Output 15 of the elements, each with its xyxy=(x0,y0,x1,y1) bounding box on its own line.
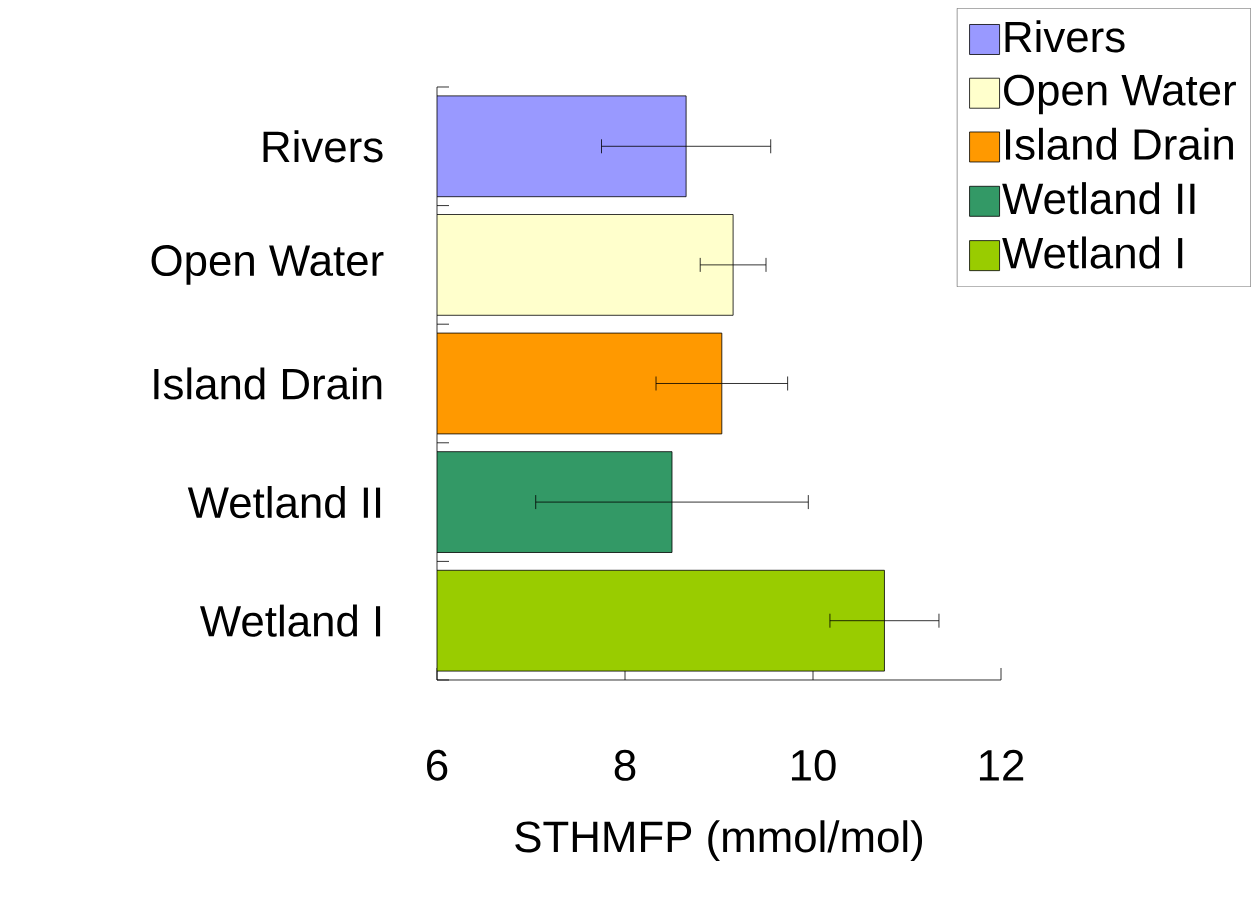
y-tick-label: Wetland II xyxy=(187,485,381,519)
y-tick-label: Open Water xyxy=(151,245,384,285)
legend-label: Wetland II xyxy=(1002,182,1195,215)
y-tick-label: Wetland I xyxy=(200,604,381,637)
legend-label: Wetland I xyxy=(1002,236,1183,269)
x-tick-label: 8 xyxy=(614,749,636,781)
x-tick-label: 6 xyxy=(427,749,448,781)
x-axis-title: STHMFP (mmol/mol) xyxy=(515,820,922,862)
y-tick-label: Rivers xyxy=(263,130,383,163)
x-tick-label: 12 xyxy=(979,749,1024,781)
legend-label: Open Water xyxy=(1004,74,1236,115)
x-tick-label: 10 xyxy=(791,749,836,781)
y-tick-label: Island Drain xyxy=(154,367,382,400)
legend-label: Rivers xyxy=(1005,20,1125,53)
legend-label: Island Drain xyxy=(1006,127,1233,160)
